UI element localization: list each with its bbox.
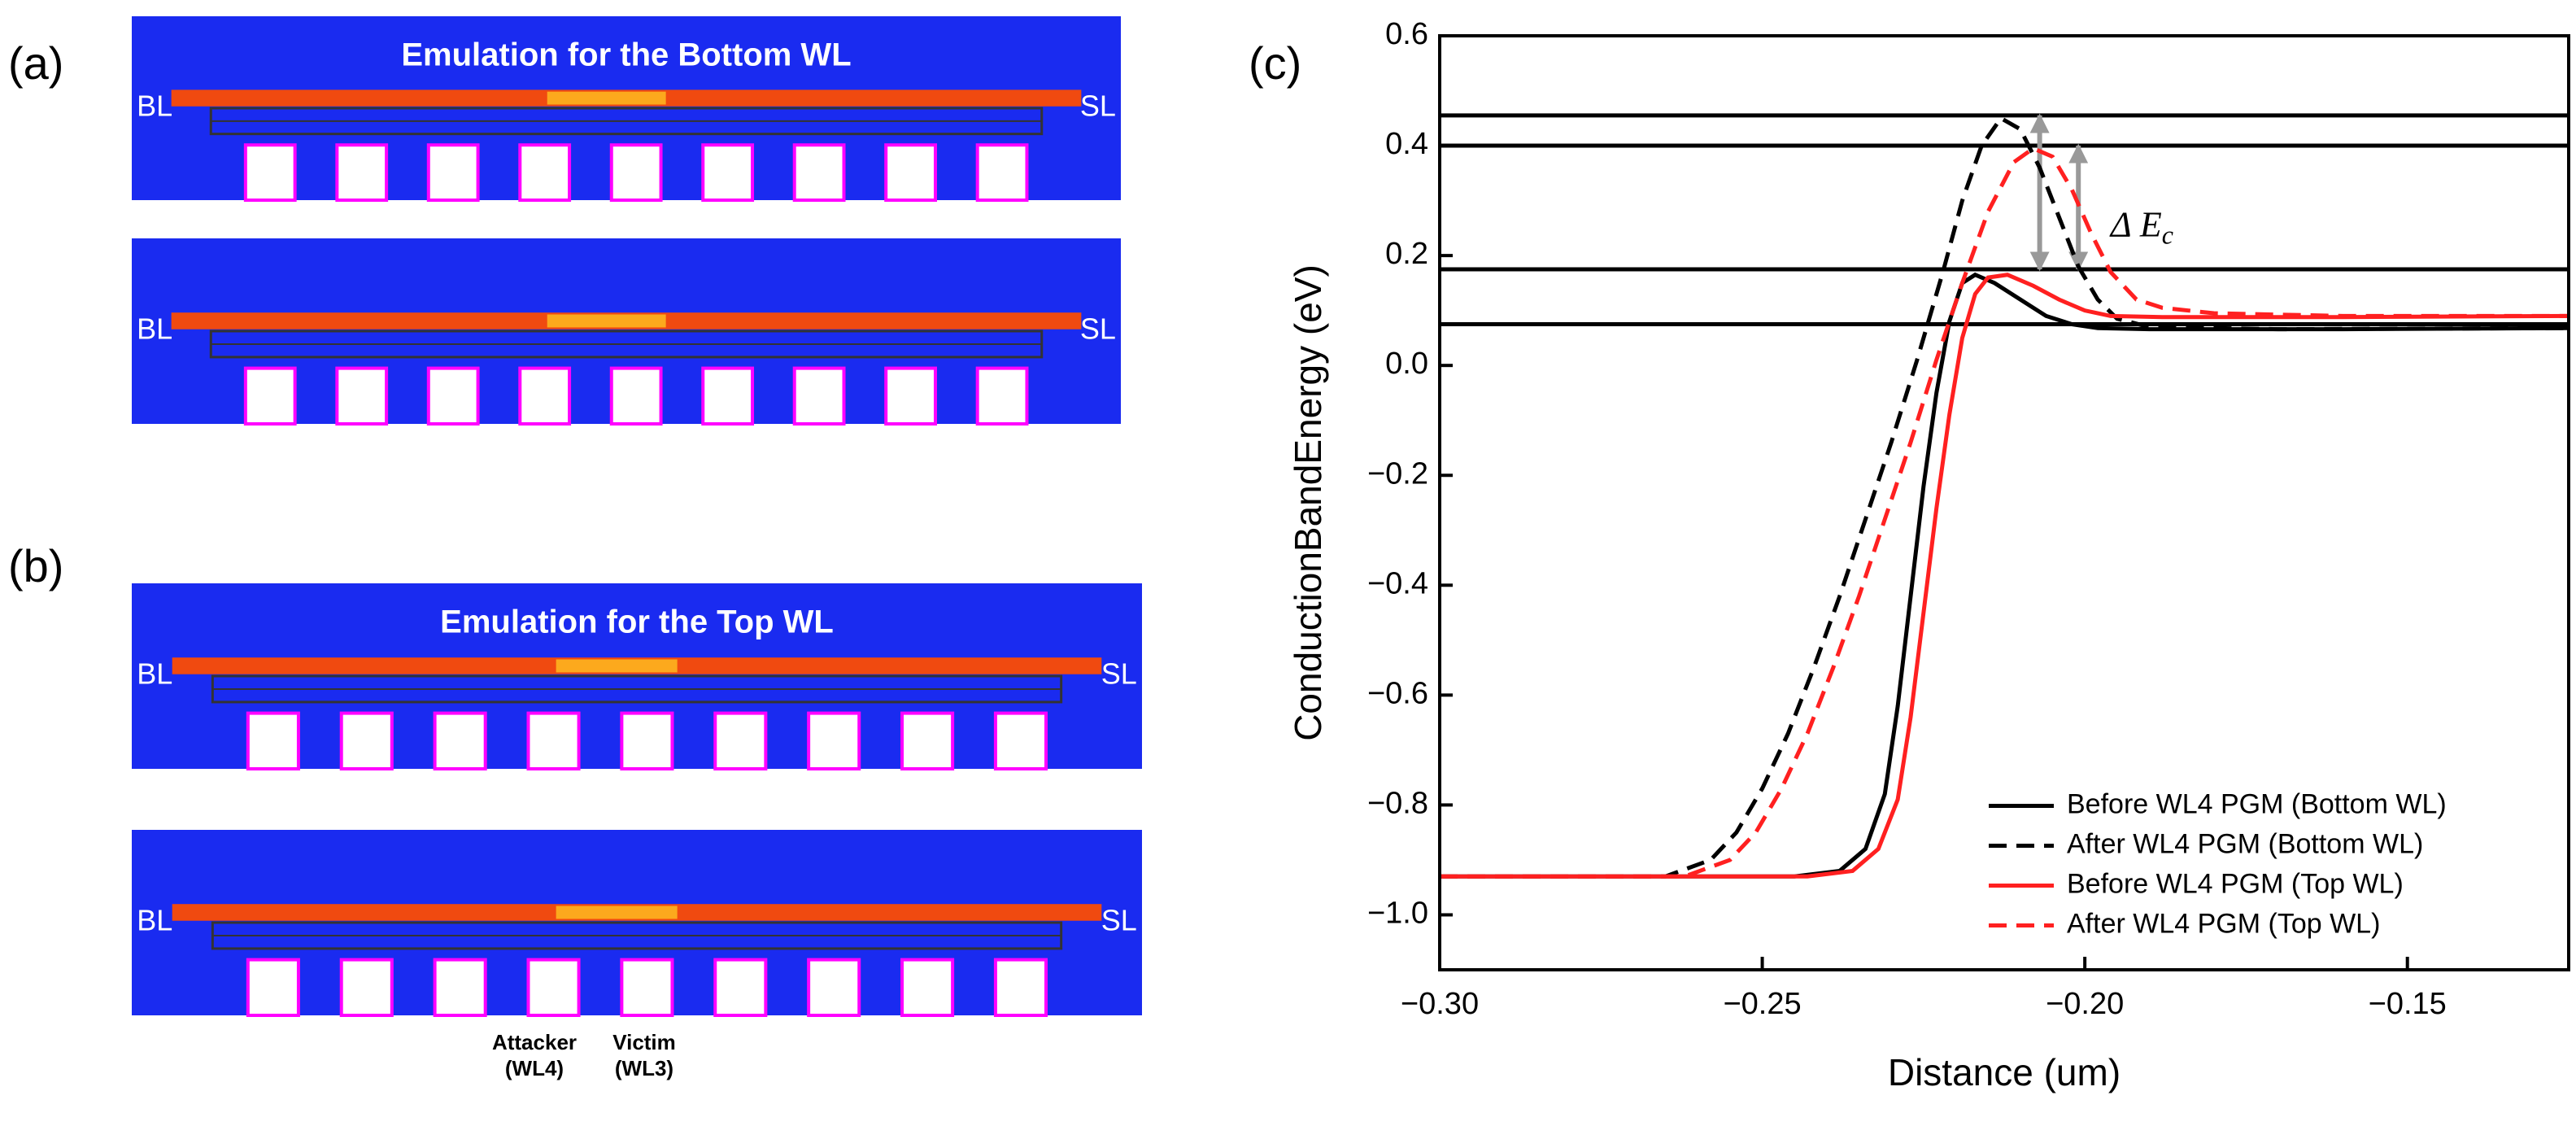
word-line	[518, 143, 572, 202]
y-tick-label: 0.0	[1385, 347, 1428, 381]
word-line	[243, 366, 297, 426]
x-tick-label: −0.20	[2046, 987, 2124, 1021]
channel-glow	[556, 906, 678, 919]
word-line	[339, 958, 394, 1017]
panel-left-label: BL	[137, 657, 172, 691]
word-line	[807, 958, 861, 1017]
victim-label: Victim	[612, 1030, 676, 1054]
delta-text: Δ E	[2109, 204, 2162, 244]
word-line	[609, 366, 663, 426]
word-line	[426, 143, 480, 202]
word-line	[975, 143, 1029, 202]
word-line	[713, 958, 768, 1017]
word-line	[884, 143, 937, 202]
word-line	[993, 711, 1048, 770]
word-line	[426, 366, 480, 426]
figure-label: (b)	[8, 540, 63, 591]
legend-label: After WL4 PGM (Bottom WL)	[2067, 828, 2423, 859]
legend-label: After WL4 PGM (Top WL)	[2067, 908, 2380, 939]
figure-label: (c)	[1249, 37, 1301, 89]
y-tick-label: 0.2	[1385, 237, 1428, 271]
panel-right-label: SL	[1101, 904, 1137, 937]
legend-label: Before WL4 PGM (Bottom WL)	[2067, 788, 2447, 819]
plot-frame	[1438, 34, 2570, 971]
series-line	[1440, 272, 2569, 879]
attacker-wl: (WL4)	[505, 1056, 564, 1080]
series-line	[1440, 273, 2569, 879]
y-tick-label: −0.2	[1367, 456, 1428, 491]
y-tick-label: −1.0	[1367, 897, 1428, 931]
word-line	[335, 143, 389, 202]
word-line	[243, 143, 297, 202]
y-tick-label: 0.4	[1385, 127, 1428, 161]
word-line	[713, 711, 768, 770]
word-line	[246, 711, 300, 770]
word-line	[807, 711, 861, 770]
word-line	[900, 958, 955, 1017]
delta-annotation: Δ Ec	[2109, 204, 2173, 249]
panel-left-label: BL	[137, 904, 172, 937]
word-line	[701, 366, 755, 426]
attacker-label: Attacker	[492, 1030, 577, 1054]
word-line	[993, 958, 1048, 1017]
channel-glow	[547, 314, 666, 328]
channel-glow	[556, 659, 678, 673]
y-tick-label: −0.6	[1367, 676, 1428, 710]
panel-title: Emulation for the Top WL	[440, 604, 834, 640]
panel-right-label: SL	[1080, 89, 1116, 123]
word-line	[620, 711, 674, 770]
word-line	[246, 958, 300, 1017]
figure-label: (a)	[8, 37, 63, 89]
word-line	[792, 143, 846, 202]
panel-title: Emulation for the Bottom WL	[401, 37, 851, 72]
series-line	[1440, 116, 2569, 879]
y-tick-label: −0.8	[1367, 786, 1428, 820]
word-line	[701, 143, 755, 202]
victim-wl: (WL3)	[615, 1056, 673, 1080]
word-line	[433, 711, 487, 770]
word-line	[433, 958, 487, 1017]
channel-glow	[547, 91, 666, 105]
word-line	[518, 366, 572, 426]
panel-left-label: BL	[137, 312, 172, 346]
word-line	[792, 366, 846, 426]
x-tick-label: −0.30	[1401, 987, 1479, 1021]
panel-right-label: SL	[1101, 657, 1137, 691]
word-line	[339, 711, 394, 770]
x-axis-label: Distance (um)	[1888, 1051, 2121, 1093]
word-line	[620, 958, 674, 1017]
word-line	[975, 366, 1029, 426]
word-line	[526, 711, 581, 770]
x-tick-label: −0.25	[1723, 987, 1801, 1021]
y-tick-label: 0.6	[1385, 17, 1428, 51]
word-line	[526, 958, 581, 1017]
word-line	[900, 711, 955, 770]
word-line	[335, 366, 389, 426]
panel-left-label: BL	[137, 89, 172, 123]
word-line	[884, 366, 937, 426]
legend-label: Before WL4 PGM (Top WL)	[2067, 868, 2404, 899]
x-tick-label: −0.15	[2369, 987, 2447, 1021]
delta-sub: c	[2162, 220, 2173, 250]
word-line	[609, 143, 663, 202]
y-axis-label: ConductionBandEnergy (eV)	[1287, 264, 1329, 741]
panel-right-label: SL	[1080, 312, 1116, 346]
series-line	[1440, 146, 2569, 879]
y-tick-label: −0.4	[1367, 566, 1428, 600]
